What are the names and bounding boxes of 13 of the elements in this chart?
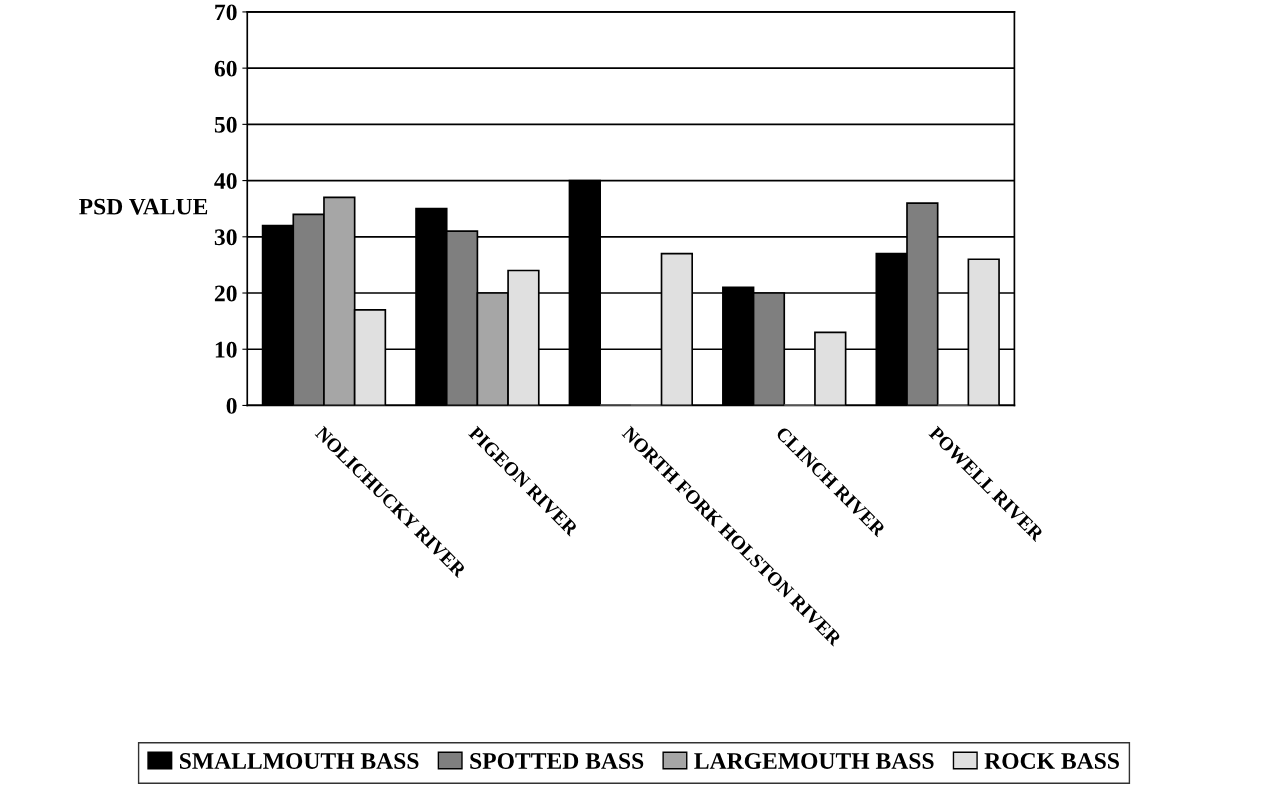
y-tick-label: 30 — [214, 229, 237, 246]
y-tick-label: 0 — [226, 397, 237, 414]
legend-label: SPOTTED BASS — [470, 753, 644, 769]
legend-label: SMALLMOUTH BASS — [179, 753, 419, 769]
y-tick-label: 20 — [214, 285, 237, 302]
y-tick-label: 40 — [214, 173, 237, 189]
y-axis-title: PSD VALUE — [79, 198, 208, 215]
legend-label: ROCK BASS — [984, 753, 1119, 769]
y-tick-label: 10 — [215, 341, 237, 358]
legend-label: LARGEMOUTH BASS — [694, 753, 934, 769]
y-tick-label: 70 — [215, 4, 237, 21]
y-tick-label: 50 — [214, 116, 237, 133]
y-tick-label: 60 — [214, 60, 237, 77]
